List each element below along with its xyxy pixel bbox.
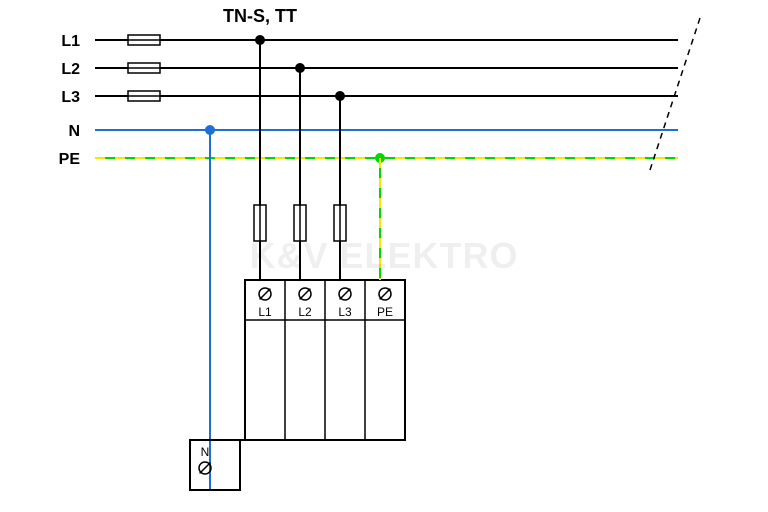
diagram-title: TN-S, TT: [223, 6, 297, 26]
terminal-label-L3: L3: [338, 305, 352, 319]
terminal-label-L2: L2: [298, 305, 312, 319]
terminal-label-N: N: [201, 445, 210, 459]
n-terminal-box: [190, 440, 240, 490]
bus-label-L3: L3: [61, 89, 80, 106]
bus-label-L2: L2: [61, 61, 80, 78]
bus-label-PE: PE: [59, 151, 81, 168]
terminal-label-L1: L1: [258, 305, 272, 319]
bus-label-N: N: [68, 123, 80, 140]
bus-label-L1: L1: [61, 33, 80, 50]
terminal-label-PE: PE: [377, 305, 393, 319]
